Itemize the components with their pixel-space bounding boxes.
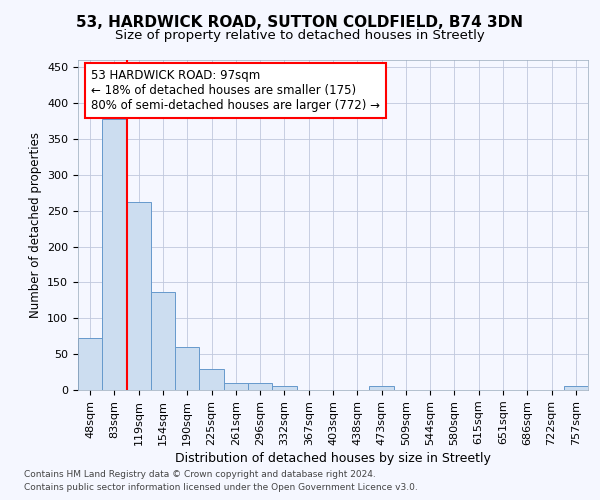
Text: Contains public sector information licensed under the Open Government Licence v3: Contains public sector information licen…: [24, 482, 418, 492]
Bar: [370, 386, 394, 390]
Bar: [151, 292, 175, 390]
X-axis label: Distribution of detached houses by size in Streetly: Distribution of detached houses by size …: [175, 452, 491, 465]
Bar: [224, 383, 248, 390]
Text: Size of property relative to detached houses in Streetly: Size of property relative to detached ho…: [115, 29, 485, 42]
Text: Contains HM Land Registry data © Crown copyright and database right 2024.: Contains HM Land Registry data © Crown c…: [24, 470, 376, 479]
Bar: [248, 383, 272, 390]
Bar: [199, 369, 224, 390]
Y-axis label: Number of detached properties: Number of detached properties: [29, 132, 41, 318]
Text: 53 HARDWICK ROAD: 97sqm
← 18% of detached houses are smaller (175)
80% of semi-d: 53 HARDWICK ROAD: 97sqm ← 18% of detache…: [91, 68, 380, 112]
Text: 53, HARDWICK ROAD, SUTTON COLDFIELD, B74 3DN: 53, HARDWICK ROAD, SUTTON COLDFIELD, B74…: [77, 15, 523, 30]
Bar: [102, 119, 127, 390]
Bar: [78, 338, 102, 390]
Bar: [564, 386, 588, 390]
Bar: [175, 347, 199, 390]
Bar: [127, 202, 151, 390]
Bar: [272, 386, 296, 390]
